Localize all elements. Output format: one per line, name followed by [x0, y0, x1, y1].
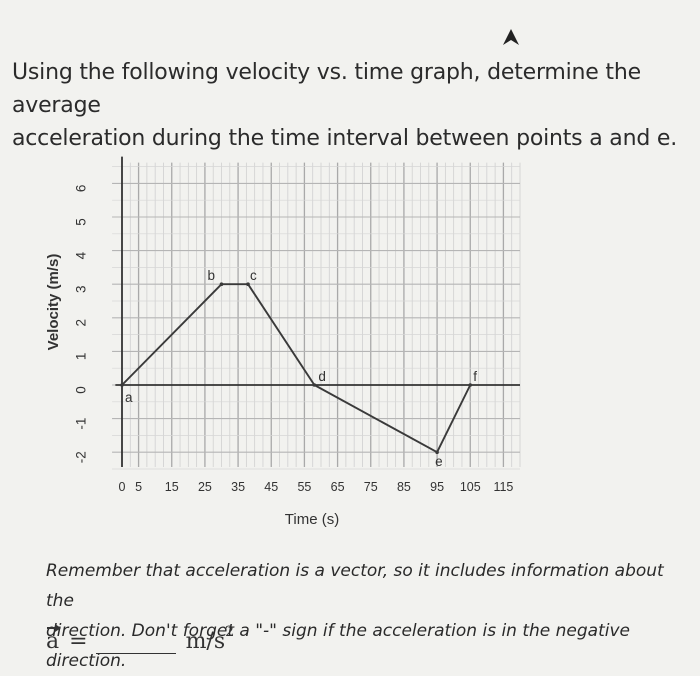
series-segment — [247, 283, 316, 386]
hint-line-1: Remember that acceleration is a vector, … — [46, 561, 664, 611]
x-tick-label: 25 — [198, 480, 212, 494]
hint-note: Remember that acceleration is a vector, … — [46, 556, 676, 676]
answer-row: a = m/s2 — [46, 618, 234, 654]
y-tick-label: 1 — [74, 353, 89, 361]
y-tick-label: -2 — [74, 451, 89, 463]
x-axis-label: Time (s) — [285, 511, 339, 528]
x-tick-label: 35 — [231, 480, 245, 494]
y-tick-label: 6 — [74, 185, 89, 193]
y-tick-label: 0 — [74, 386, 89, 394]
unit-label: m/s2 — [186, 624, 235, 654]
y-tick-label: 2 — [74, 319, 89, 327]
x-tick-label: 95 — [430, 480, 444, 494]
x-tick-label: 65 — [331, 480, 345, 494]
point-label-a: a — [125, 390, 133, 405]
chart-point-labels: a b c d e f — [125, 268, 477, 469]
x-tick-label: 0 — [119, 480, 126, 494]
y-tick-label: 5 — [74, 218, 89, 226]
hint-line-2: direction. Don't forget a "-" sign if th… — [46, 621, 631, 671]
x-tick-label: 15 — [165, 480, 179, 494]
series-segment — [121, 283, 223, 386]
x-tick-label: 55 — [297, 480, 311, 494]
point-label-e: e — [435, 454, 443, 469]
point-label-f: f — [473, 369, 477, 384]
x-tick-label: 85 — [397, 480, 411, 494]
question-line-2: acceleration during the time interval be… — [12, 126, 678, 151]
chart-grid — [112, 162, 521, 470]
equals-sign: = — [69, 629, 88, 654]
x-tick-label: 105 — [460, 480, 481, 494]
acceleration-vector-symbol: a — [46, 624, 62, 654]
x-tick-label: 115 — [493, 480, 513, 494]
chart-series — [120, 282, 473, 455]
series-segment — [436, 384, 472, 454]
data-point-e — [435, 450, 439, 455]
data-point-a — [120, 383, 124, 387]
data-point-f — [468, 383, 473, 387]
question-text: Using the following velocity vs. time gr… — [12, 56, 682, 155]
cursor-arrow-icon — [503, 29, 519, 45]
question-line-1: Using the following velocity vs. time gr… — [12, 60, 641, 118]
unit-base: m/s — [185, 629, 226, 654]
y-tick-label: -1 — [74, 418, 89, 430]
x-tick-label: 5 — [135, 480, 142, 494]
chart-axes — [115, 156, 520, 467]
data-point-d — [312, 383, 317, 387]
y-tick-label: 3 — [74, 285, 89, 293]
y-tick-label: 4 — [74, 251, 89, 259]
x-tick-label: 45 — [264, 480, 278, 494]
point-label-d: d — [318, 369, 326, 384]
acceleration-answer-input[interactable] — [95, 627, 176, 654]
point-label-c: c — [250, 268, 257, 283]
data-point-b — [219, 282, 224, 286]
unit-exponent: 2 — [225, 624, 235, 640]
point-label-b: b — [208, 268, 216, 283]
data-point-c — [246, 282, 250, 286]
series-segment — [313, 384, 439, 454]
y-axis-label: Velocity (m/s) — [45, 254, 62, 351]
x-tick-label: 75 — [364, 480, 378, 494]
